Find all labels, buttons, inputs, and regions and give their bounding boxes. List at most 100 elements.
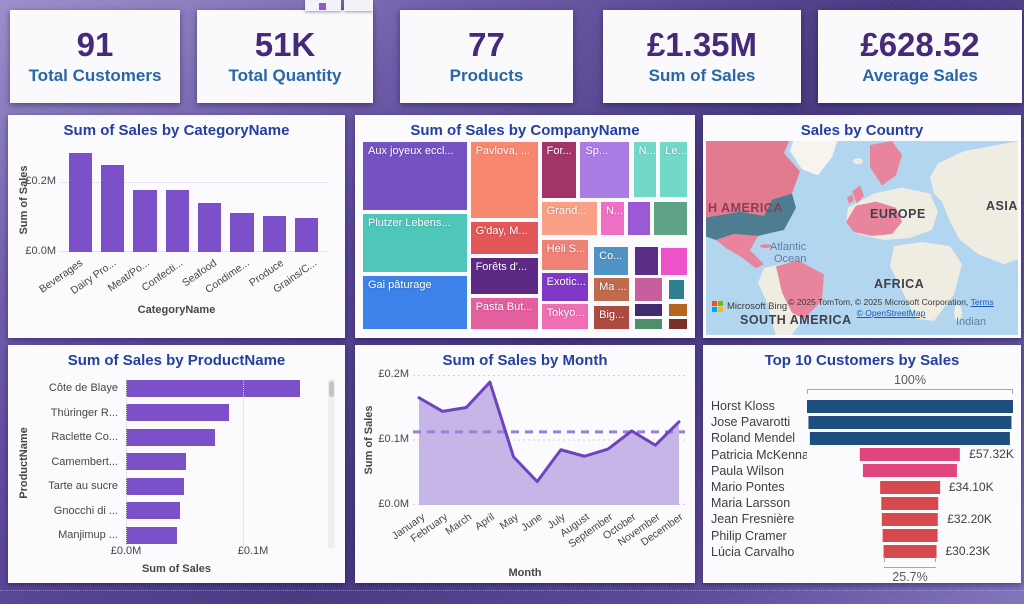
treemap-tile[interactable]: N... — [599, 200, 625, 237]
treemap-tile[interactable] — [626, 200, 652, 237]
treemap-tile[interactable]: Gai pâturage — [362, 275, 468, 330]
treemap-tile[interactable]: Tokyo... — [540, 302, 589, 330]
kpi-value: 91 — [76, 25, 114, 63]
funnel-bar[interactable] — [883, 545, 937, 559]
kpi-card-average-sales[interactable]: £628.52 Average Sales — [818, 10, 1022, 103]
funnel-bar[interactable] — [881, 496, 939, 510]
top-cropped-control[interactable] — [305, 0, 341, 11]
treemap-tile[interactable]: Le... — [659, 141, 688, 198]
map-label-atlantic-1: Atlantic — [770, 241, 807, 253]
chart-title: Top 10 Customers by Sales — [764, 352, 960, 369]
kpi-card-total-quantity[interactable]: 51K Total Quantity — [197, 10, 373, 103]
funnel-bar[interactable] — [880, 480, 940, 494]
kpi-card-products[interactable]: 77 Products — [400, 10, 573, 103]
map-attribution: © 2025 TomTom, © 2025 Microsoft Corporat… — [788, 297, 994, 307]
map-region-brazil[interactable] — [776, 260, 824, 319]
funnel-bar[interactable] — [881, 512, 939, 526]
x-axis-title: CategoryName — [137, 304, 216, 316]
product-tick-label: Gnocchi di ... — [53, 504, 118, 517]
panel-sales-by-company[interactable]: Sum of Sales by CompanyName Aux joyeux e… — [355, 115, 695, 338]
category-bar[interactable] — [258, 147, 290, 252]
treemap-tile[interactable] — [633, 302, 664, 317]
treemap-tile[interactable]: Sp... — [579, 141, 630, 199]
top-cropped-control-2[interactable] — [344, 0, 373, 11]
funnel-bar[interactable] — [808, 415, 1012, 429]
openstreetmap-link[interactable]: © OpenStreetMap — [856, 308, 926, 318]
panel-sales-by-product[interactable]: Sum of Sales by ProductName ProductName … — [8, 345, 345, 583]
map-region-canada[interactable] — [706, 141, 800, 218]
bing-map[interactable]: H AMERICA EUROPE ASIA AFRICA SOUTH AMERI… — [706, 141, 1018, 335]
category-bar[interactable] — [291, 147, 323, 252]
treemap-tile[interactable]: Pasta But... — [469, 297, 539, 330]
gridline — [60, 251, 327, 252]
treemap-tile[interactable] — [633, 245, 660, 277]
area-chart[interactable] — [413, 375, 685, 505]
treemap-tile[interactable] — [668, 302, 688, 317]
map-region-scandinavia[interactable] — [870, 141, 902, 186]
product-bar[interactable] — [126, 428, 215, 446]
map-region-asia — [930, 141, 1018, 265]
treemap-tile[interactable]: N... — [632, 141, 658, 198]
panel-sales-by-category[interactable]: Sum of Sales by CategoryName Sum of Sale… — [8, 115, 345, 338]
treemap-tile-label: Exotic... — [546, 276, 586, 289]
product-bar[interactable] — [126, 404, 229, 422]
map-label-north-america: H AMERICA — [708, 201, 783, 215]
treemap-tile[interactable] — [668, 317, 688, 330]
product-bar[interactable] — [126, 477, 185, 495]
product-tick-label: Camembert... — [51, 455, 118, 468]
funnel-bar[interactable] — [882, 529, 938, 543]
category-bar[interactable] — [129, 147, 161, 252]
map-region-ireland[interactable] — [847, 194, 854, 204]
treemap-tile[interactable]: Big... — [593, 304, 630, 330]
category-bar[interactable] — [194, 147, 226, 252]
scrollbar-thumb[interactable] — [329, 381, 334, 397]
product-bar[interactable] — [126, 526, 178, 544]
treemap-tile[interactable]: Plutzer Lebens... — [362, 213, 468, 274]
map-region-mexico[interactable] — [716, 233, 764, 269]
kpi-value: 51K — [254, 25, 316, 63]
treemap-tile[interactable] — [668, 279, 686, 300]
treemap-tile[interactable]: Aux joyeux eccl... — [362, 141, 468, 212]
treemap-tile[interactable]: Grand... — [540, 200, 599, 237]
map-region-caribbean[interactable] — [760, 244, 772, 248]
panel-sales-by-country[interactable]: Sales by Country H AMERICA EUROPE ASIA A… — [703, 115, 1021, 338]
map-region-western-europe[interactable] — [846, 201, 902, 236]
category-bar[interactable] — [96, 147, 128, 252]
treemap-tile[interactable] — [633, 277, 664, 303]
treemap-tile[interactable]: Co... — [593, 245, 629, 277]
treemap-tile[interactable]: Pavlova, ... — [469, 141, 539, 220]
funnel-bar[interactable] — [807, 399, 1013, 413]
funnel-bar[interactable] — [809, 431, 1011, 445]
category-bar[interactable] — [161, 147, 193, 252]
kpi-card-total-customers[interactable]: 91 Total Customers — [10, 10, 180, 103]
panel-top-customers[interactable]: Top 10 Customers by Sales 100% Horst Klo… — [703, 345, 1021, 584]
product-bar[interactable] — [126, 453, 186, 471]
kpi-card-sum-of-sales[interactable]: £1.35M Sum of Sales — [603, 10, 801, 103]
treemap-tile[interactable] — [660, 246, 688, 277]
category-bar[interactable] — [226, 147, 258, 252]
treemap-tile[interactable]: G'day, M... — [469, 221, 539, 255]
treemap-tile[interactable]: For... — [540, 141, 578, 199]
treemap-tile[interactable]: Ma ... — [593, 277, 630, 303]
funnel-rows: Horst Kloss Jose Pavarotti Roland Mendel Pa… — [703, 398, 1021, 560]
terms-link[interactable]: Terms — [970, 297, 994, 307]
map-region-usa[interactable] — [706, 193, 796, 241]
product-bar[interactable] — [126, 379, 301, 397]
category-bar[interactable] — [64, 147, 96, 252]
map-region-uk[interactable] — [852, 185, 864, 204]
panel-sales-by-month[interactable]: Sum of Sales by Month Sum of Sales £0.2M… — [355, 345, 695, 583]
funnel-customer-label: Lúcia Carvalho — [711, 544, 795, 559]
product-bar[interactable] — [126, 502, 180, 520]
treemap-tile[interactable]: Forêts d'... — [469, 256, 539, 296]
funnel-bar[interactable] — [862, 464, 958, 478]
vertical-scrollbar[interactable] — [328, 379, 335, 549]
funnel-bar[interactable] — [859, 448, 961, 462]
treemap-tile[interactable] — [653, 200, 688, 237]
funnel-customer-label: Roland Mendel — [711, 431, 796, 446]
treemap-tile[interactable]: Heli S... — [540, 238, 589, 272]
funnel-value-label: £34.10K — [948, 479, 994, 494]
treemap-tile[interactable] — [633, 317, 664, 330]
funnel-value-label: £57.32K — [969, 447, 1014, 462]
treemap-tile[interactable]: Exotic... — [540, 272, 589, 302]
map-region-madagascar — [954, 304, 962, 321]
